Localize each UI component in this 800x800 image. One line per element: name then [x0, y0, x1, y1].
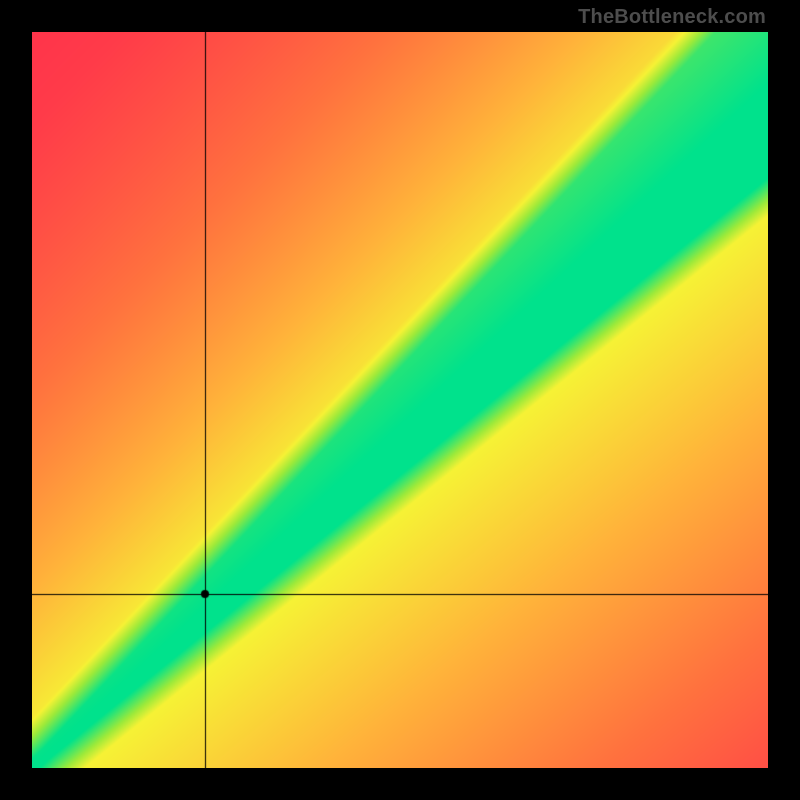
plot-area [32, 32, 768, 768]
bottleneck-heatmap [32, 32, 768, 768]
chart-frame: TheBottleneck.com [0, 0, 800, 800]
watermark-text: TheBottleneck.com [578, 6, 766, 29]
